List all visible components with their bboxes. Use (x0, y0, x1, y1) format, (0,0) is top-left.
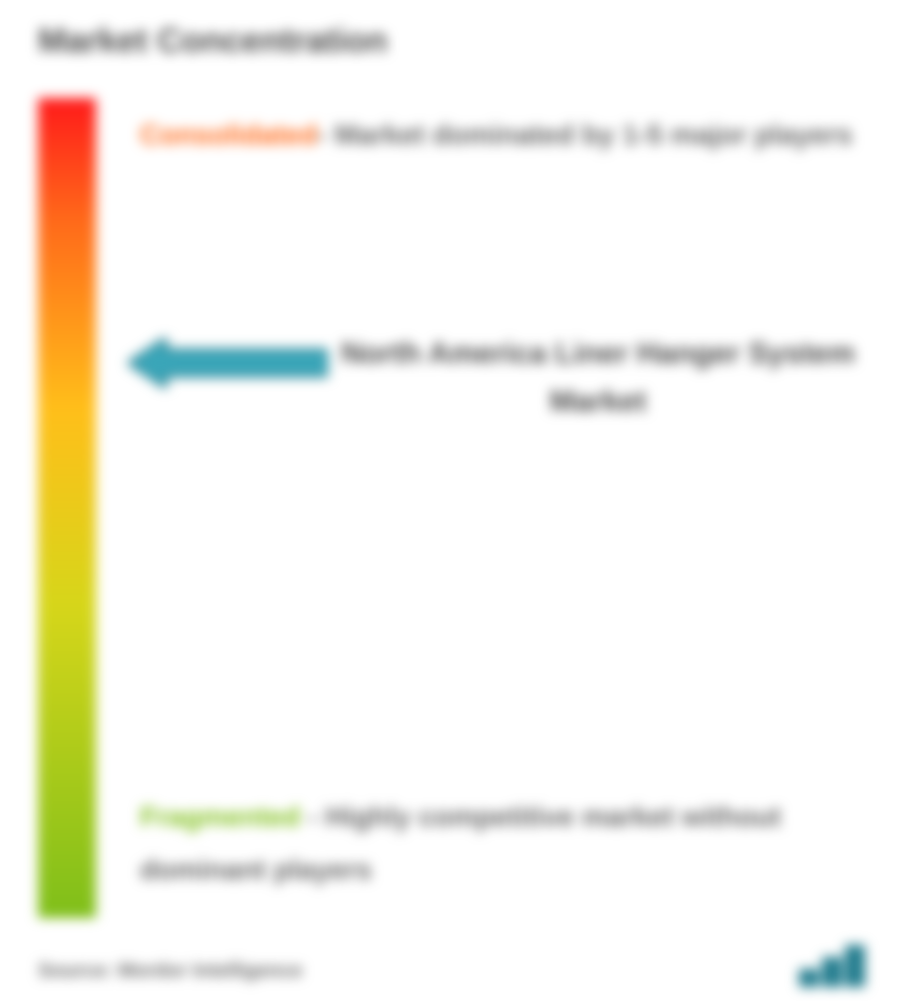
source-attribution: Source: Mordor Intelligence (38, 960, 302, 983)
logo-bar-icon (845, 945, 865, 987)
market-position-arrow (128, 338, 328, 388)
fragmented-lead: Fragmented (140, 801, 300, 832)
fragmented-description: Fragmented - Highly competitive market w… (140, 790, 876, 896)
consolidated-description: Consolidated- Market dominated by 1-5 ma… (140, 108, 876, 161)
logo-bar-icon (822, 957, 842, 987)
concentration-gradient-bar (38, 98, 96, 918)
logo-bar-icon (799, 969, 819, 987)
brand-logo (799, 945, 868, 987)
market-name-label: North America Liner Hanger System Market (340, 330, 856, 426)
page-title: Market Concentration (38, 22, 388, 61)
consolidated-rest: - Market dominated by 1-5 major players (317, 119, 852, 150)
consolidated-lead: Consolidated (140, 119, 317, 150)
arrow-left-icon (128, 338, 328, 388)
